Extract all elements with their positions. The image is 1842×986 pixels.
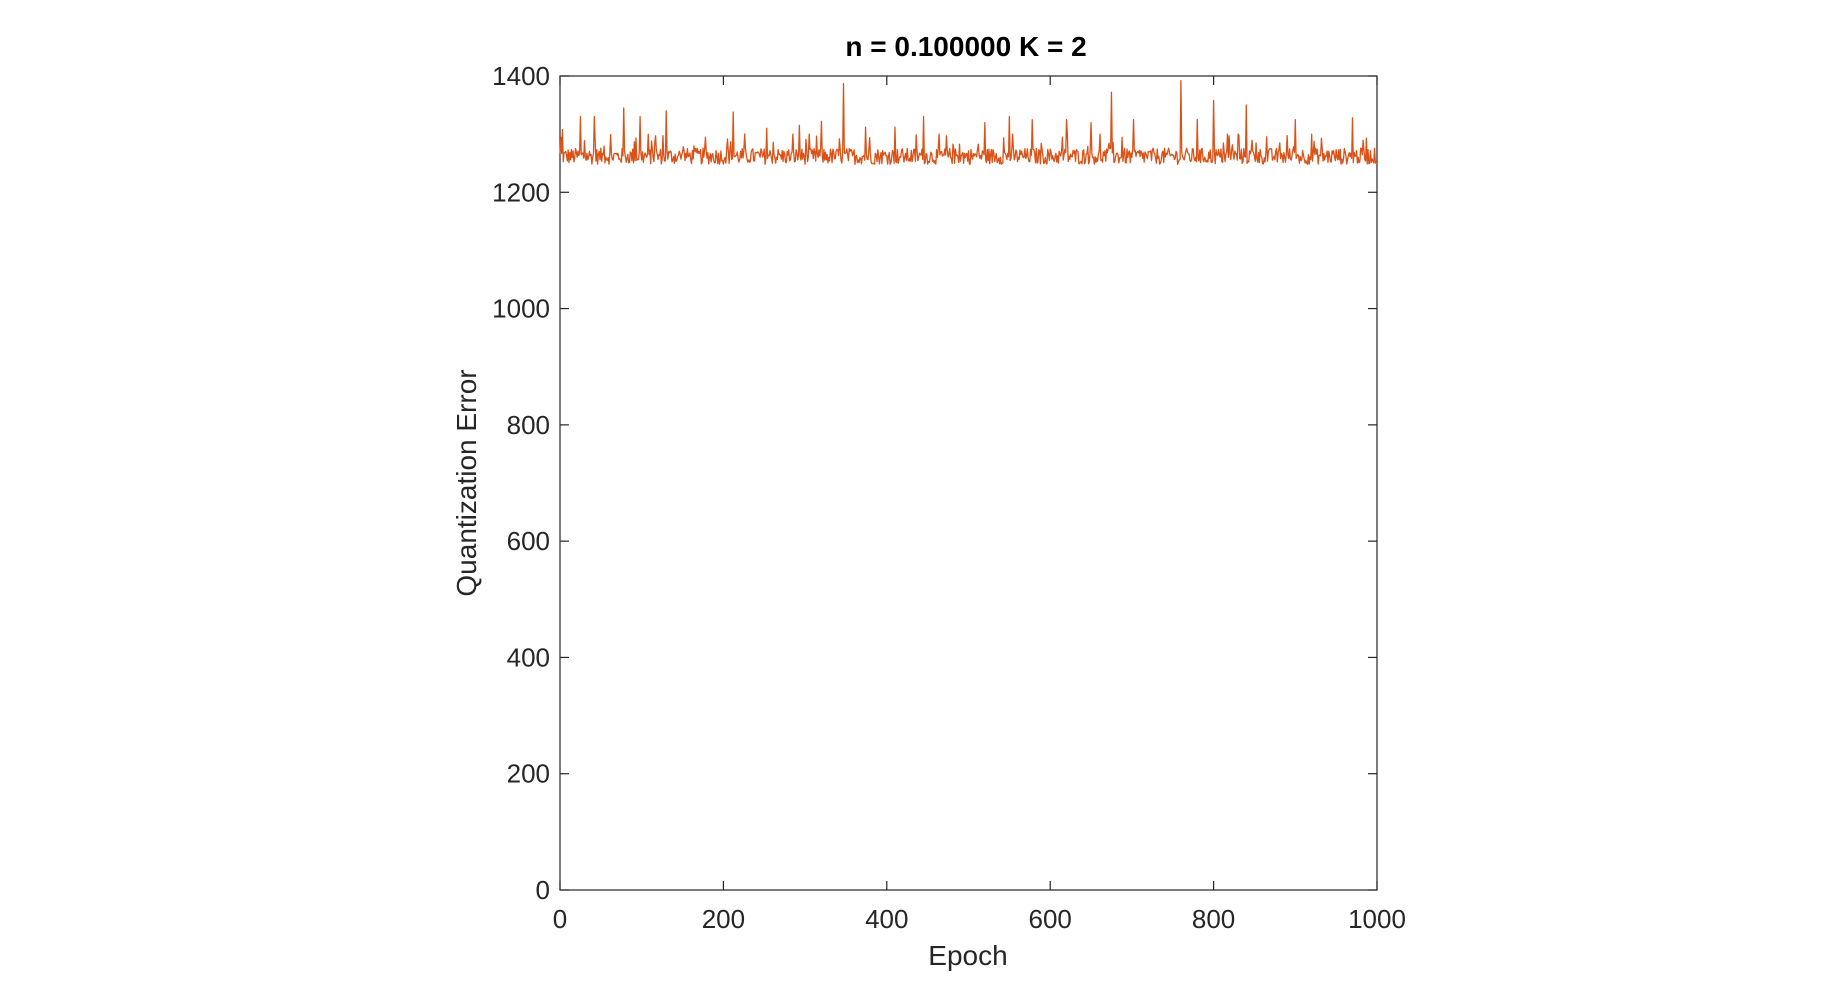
y-tick-label: 1400 bbox=[492, 61, 550, 91]
x-axis-ticks: 0 200 400 600 800 1000 bbox=[553, 76, 1406, 934]
y-tick-label: 800 bbox=[507, 410, 550, 440]
y-tick-label: 200 bbox=[507, 759, 550, 789]
y-tick-label: 0 bbox=[536, 875, 550, 905]
series-line-quantization-error bbox=[559, 80, 1378, 165]
y-tick-label: 1000 bbox=[492, 294, 550, 324]
x-tick-label: 1000 bbox=[1348, 904, 1406, 934]
x-tick-label: 0 bbox=[553, 904, 567, 934]
y-axis-ticks: 0 200 400 600 800 1000 1200 1400 bbox=[492, 61, 1377, 905]
y-axis-label: Quantization Error bbox=[451, 369, 482, 596]
x-tick-label: 400 bbox=[865, 904, 908, 934]
x-tick-label: 600 bbox=[1029, 904, 1072, 934]
y-tick-label: 600 bbox=[507, 526, 550, 556]
chart-title: n = 0.100000 K = 2 bbox=[845, 31, 1086, 62]
plot-area bbox=[559, 75, 1378, 891]
x-tick-label: 200 bbox=[702, 904, 745, 934]
y-tick-label: 1200 bbox=[492, 177, 550, 207]
y-tick-label: 400 bbox=[507, 642, 550, 672]
x-axis-label: Epoch bbox=[928, 940, 1007, 971]
x-tick-label: 800 bbox=[1192, 904, 1235, 934]
